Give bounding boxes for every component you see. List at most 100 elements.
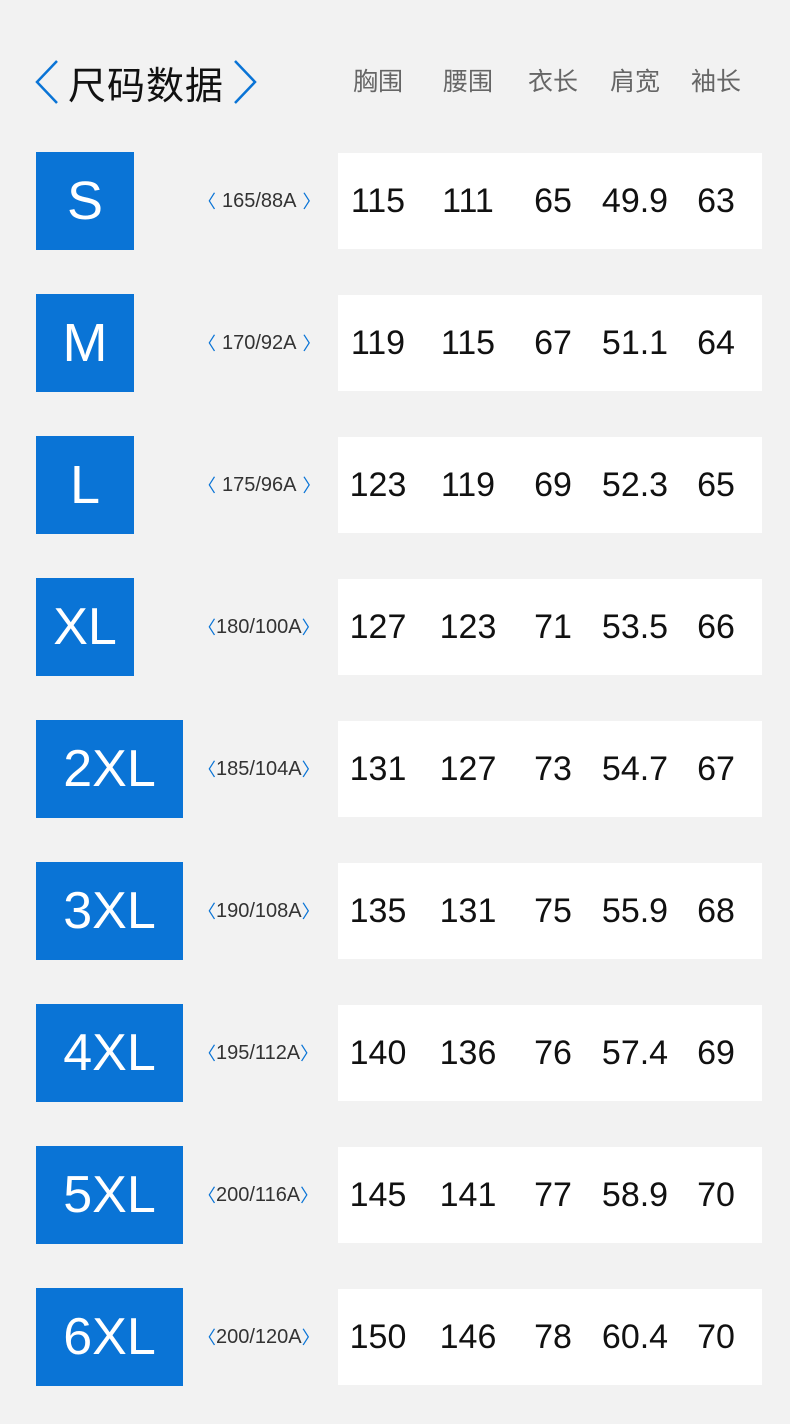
size-label: S (36, 152, 134, 250)
values-panel (338, 579, 762, 675)
spec-text: 175/96A (222, 473, 297, 496)
measurement-value: 66 (697, 608, 735, 646)
measurement-value: 75 (534, 892, 572, 930)
chevron-left-icon: 〈 (198, 1044, 216, 1064)
chevron-right-icon: 〉 (302, 334, 321, 354)
size-row: 6XL 〈 200/120A 〉 150 146 78 60.4 70 (0, 1288, 790, 1386)
measurement-value: 52.3 (601, 466, 669, 504)
measurement-value: 73 (534, 750, 572, 788)
measurement-value: 150 (349, 1318, 407, 1356)
chevron-left-icon: 〈 (198, 618, 216, 638)
column-header: 袖长 (690, 67, 741, 96)
spec-text: 190/108A (216, 899, 302, 922)
body-spec: 〈 185/104A 〉 (198, 720, 320, 818)
measurement-value: 69 (534, 466, 572, 504)
values-panel (338, 1289, 762, 1385)
measurement-value: 131 (349, 750, 407, 788)
chevron-right-icon: 〉 (300, 1186, 319, 1206)
size-row: 4XL 〈 195/112A 〉 140 136 76 57.4 69 (0, 1004, 790, 1102)
chevron-left-icon: 〈 (198, 902, 216, 922)
chevron-left-icon: 〈 (198, 476, 216, 496)
size-label: M (36, 294, 134, 392)
body-spec: 〈 190/108A 〉 (198, 862, 320, 960)
measurement-value: 58.9 (601, 1176, 669, 1214)
chevron-right-icon: 〉 (301, 902, 320, 922)
measurement-value: 70 (697, 1176, 735, 1214)
measurement-value: 119 (350, 324, 406, 362)
spec-text: 170/92A (222, 331, 297, 354)
measurement-value: 67 (534, 324, 572, 362)
size-row: L 〈 175/96A 〉 123 119 69 52.3 65 (0, 436, 790, 534)
spec-text: 185/104A (216, 757, 302, 780)
size-label: 6XL (36, 1288, 183, 1386)
size-row: M 〈 170/92A 〉 119 115 67 51.1 64 (0, 294, 790, 392)
chevron-right-icon: 〉 (301, 618, 320, 638)
title-text: 尺码数据 (68, 63, 225, 108)
spec-text: 195/112A (216, 1041, 301, 1064)
column-header: 胸围 (352, 67, 403, 96)
measurement-value: 70 (697, 1318, 735, 1356)
values-panel (338, 1005, 762, 1101)
measurement-value: 127 (439, 750, 497, 788)
body-spec: 〈 175/96A 〉 (198, 436, 321, 534)
measurement-value: 78 (534, 1318, 572, 1356)
measurement-value: 71 (534, 608, 572, 646)
chevron-right-icon: 〉 (300, 1044, 319, 1064)
size-row: 5XL 〈 200/116A 〉 145 141 77 58.9 70 (0, 1146, 790, 1244)
size-label: 3XL (36, 862, 183, 960)
measurement-value: 57.4 (601, 1034, 669, 1072)
measurement-value: 115 (350, 182, 406, 220)
size-row: 2XL 〈 185/104A 〉 131 127 73 54.7 67 (0, 720, 790, 818)
measurement-value: 65 (697, 466, 735, 504)
measurement-value: 51.1 (601, 324, 669, 362)
measurement-value: 65 (534, 182, 572, 220)
body-spec: 〈 180/100A 〉 (198, 578, 320, 676)
body-spec: 〈 165/88A 〉 (198, 152, 321, 250)
measurement-value: 115 (440, 324, 496, 362)
measurement-value: 146 (439, 1318, 497, 1356)
chevron-left-icon (35, 60, 58, 104)
chevron-right-icon: 〉 (302, 476, 321, 496)
chevron-left-icon: 〈 (198, 1186, 216, 1206)
spec-text: 200/116A (216, 1183, 301, 1206)
values-panel (338, 863, 762, 959)
size-label: 4XL (36, 1004, 183, 1102)
values-panel (338, 437, 762, 533)
values-panel (338, 721, 762, 817)
measurement-value: 119 (440, 466, 496, 504)
measurement-value: 67 (697, 750, 735, 788)
chevron-left-icon: 〈 (198, 1328, 216, 1348)
spec-text: 180/100A (216, 615, 302, 638)
body-spec: 〈 200/116A 〉 (198, 1146, 318, 1244)
values-panel (338, 153, 762, 249)
measurement-value: 60.4 (601, 1318, 669, 1356)
chevron-left-icon: 〈 (198, 334, 216, 354)
measurement-value: 135 (349, 892, 407, 930)
measurement-value: 123 (349, 466, 407, 504)
measurement-value: 55.9 (601, 892, 669, 930)
measurement-value: 53.5 (601, 608, 669, 646)
measurement-value: 76 (534, 1034, 572, 1072)
measurement-value: 145 (349, 1176, 407, 1214)
size-row: 3XL 〈 190/108A 〉 135 131 75 55.9 68 (0, 862, 790, 960)
column-header: 肩宽 (609, 67, 660, 96)
size-label: 2XL (36, 720, 183, 818)
column-header: 腰围 (442, 67, 493, 96)
body-spec: 〈 195/112A 〉 (198, 1004, 318, 1102)
measurement-value: 64 (697, 324, 735, 362)
body-spec: 〈 200/120A 〉 (198, 1288, 320, 1386)
size-label: L (36, 436, 134, 534)
size-row: S 〈 165/88A 〉 115 111 65 49.9 63 (0, 152, 790, 250)
chevron-right-icon: 〉 (301, 1328, 320, 1348)
body-spec: 〈 170/92A 〉 (198, 294, 321, 392)
size-row: XL 〈 180/100A 〉 127 123 71 53.5 66 (0, 578, 790, 676)
values-panel (338, 295, 762, 391)
measurement-value: 136 (439, 1034, 497, 1072)
spec-text: 165/88A (222, 189, 297, 212)
size-label: 5XL (36, 1146, 183, 1244)
measurement-value: 141 (439, 1176, 497, 1214)
measurement-value: 49.9 (601, 182, 669, 220)
measurement-value: 131 (439, 892, 497, 930)
chevron-right-icon: 〉 (301, 760, 320, 780)
measurement-value: 54.7 (601, 750, 669, 788)
